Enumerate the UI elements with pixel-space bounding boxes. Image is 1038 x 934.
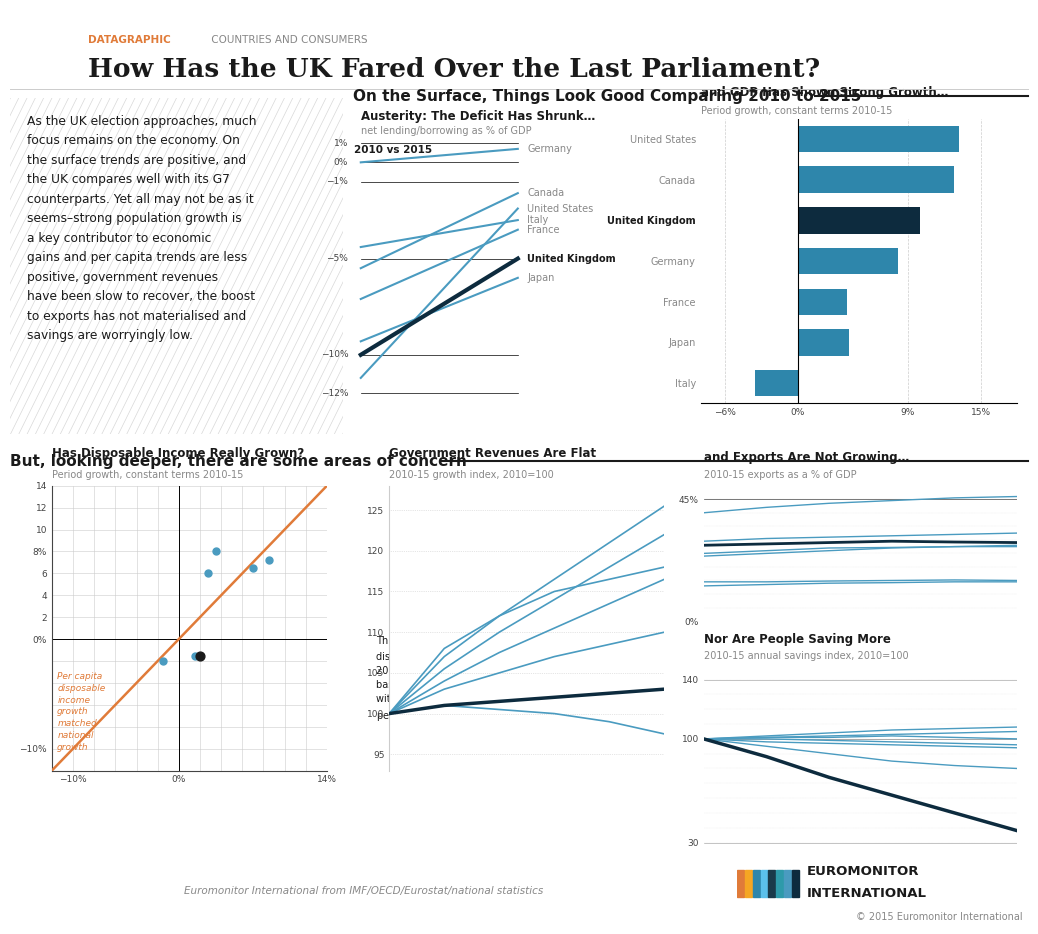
Point	[200, 566, 217, 581]
Text: INTERNATIONAL: INTERNATIONAL	[808, 886, 927, 899]
Text: −12%: −12%	[321, 389, 348, 398]
Point	[208, 544, 224, 559]
Bar	[776, 870, 784, 898]
Bar	[798, 248, 898, 275]
Text: United Kingdom: United Kingdom	[527, 253, 616, 263]
Text: −5%: −5%	[326, 254, 348, 263]
Bar	[737, 870, 744, 898]
Text: Government Revenues Are Flat: Government Revenues Are Flat	[389, 447, 597, 460]
Text: As the UK election approaches, much
focus remains on the economy. On
the surface: As the UK election approaches, much focu…	[27, 115, 256, 343]
Text: Per capita
disposable
income
growth
matched
national
growth: Per capita disposable income growth matc…	[57, 672, 106, 752]
Text: On the Surface, Things Look Good Comparing 2010 to 2015: On the Surface, Things Look Good Compari…	[353, 89, 862, 104]
Text: 2010 vs 2015: 2010 vs 2015	[355, 145, 433, 155]
Text: France: France	[527, 225, 559, 234]
Circle shape	[21, 28, 53, 66]
Text: −1%: −1%	[326, 177, 348, 186]
Text: Period growth, constant terms 2010-15: Period growth, constant terms 2010-15	[52, 470, 243, 480]
Text: Has Disposable Income Really Grown?: Has Disposable Income Really Grown?	[52, 447, 304, 460]
Bar	[798, 126, 959, 152]
Text: The $\bf{United\ Kingdom's}$ total
disposable income grew
2010-15. But on a per : The $\bf{United\ Kingdom's}$ total dispo…	[377, 634, 521, 723]
Text: Austerity: The Deficit Has Shrunk…: Austerity: The Deficit Has Shrunk…	[361, 110, 595, 123]
Point	[192, 648, 209, 663]
Bar	[753, 870, 760, 898]
Text: Nor Are People Saving More: Nor Are People Saving More	[704, 633, 891, 646]
Text: and GDP Has Shown Strong Growth…: and GDP Has Shown Strong Growth…	[701, 86, 948, 99]
Text: Period growth, constant terms 2010-15: Period growth, constant terms 2010-15	[701, 106, 892, 116]
Bar	[761, 870, 767, 898]
Bar	[798, 289, 847, 315]
Bar	[745, 870, 752, 898]
Bar	[798, 329, 849, 356]
Point	[187, 648, 203, 663]
Text: Italy: Italy	[527, 215, 548, 225]
Text: and Exports Are Not Growing…: and Exports Are Not Growing…	[704, 451, 909, 464]
Bar	[792, 870, 799, 898]
Bar	[798, 207, 920, 234]
Text: 1%: 1%	[334, 138, 348, 148]
Text: How Has the UK Fared Over the Last Parliament?: How Has the UK Fared Over the Last Parli…	[88, 57, 820, 81]
Text: © 2015 Euromonitor International: © 2015 Euromonitor International	[855, 912, 1022, 922]
Point	[245, 560, 262, 575]
Text: EUROMONITOR: EUROMONITOR	[808, 865, 920, 878]
Bar	[756, 370, 798, 396]
Point	[155, 654, 171, 669]
Bar	[768, 870, 775, 898]
Text: United States: United States	[527, 204, 594, 214]
Text: −10%: −10%	[321, 350, 348, 360]
Text: 0%: 0%	[334, 158, 348, 167]
Point	[261, 553, 277, 568]
Text: But, looking deeper, there are some areas of concern: But, looking deeper, there are some area…	[10, 454, 467, 469]
Text: Euromonitor International from IMF/OECD/Eurostat/national statistics: Euromonitor International from IMF/OECD/…	[184, 885, 543, 896]
Text: Germany: Germany	[527, 144, 572, 154]
Bar	[798, 166, 954, 193]
Text: Japan: Japan	[527, 273, 554, 283]
Text: Canada: Canada	[527, 188, 565, 198]
Text: net lending/borrowing as % of GDP: net lending/borrowing as % of GDP	[361, 126, 531, 135]
Text: 2010-15 exports as a % of GDP: 2010-15 exports as a % of GDP	[704, 470, 856, 480]
Text: 2010-15 growth index, 2010=100: 2010-15 growth index, 2010=100	[389, 470, 554, 480]
Text: DATAGRAPHIC: DATAGRAPHIC	[88, 35, 171, 45]
Text: COUNTRIES AND CONSUMERS: COUNTRIES AND CONSUMERS	[208, 35, 367, 45]
Text: 2010-15 annual savings index, 2010=100: 2010-15 annual savings index, 2010=100	[704, 650, 908, 660]
Bar	[784, 870, 791, 898]
